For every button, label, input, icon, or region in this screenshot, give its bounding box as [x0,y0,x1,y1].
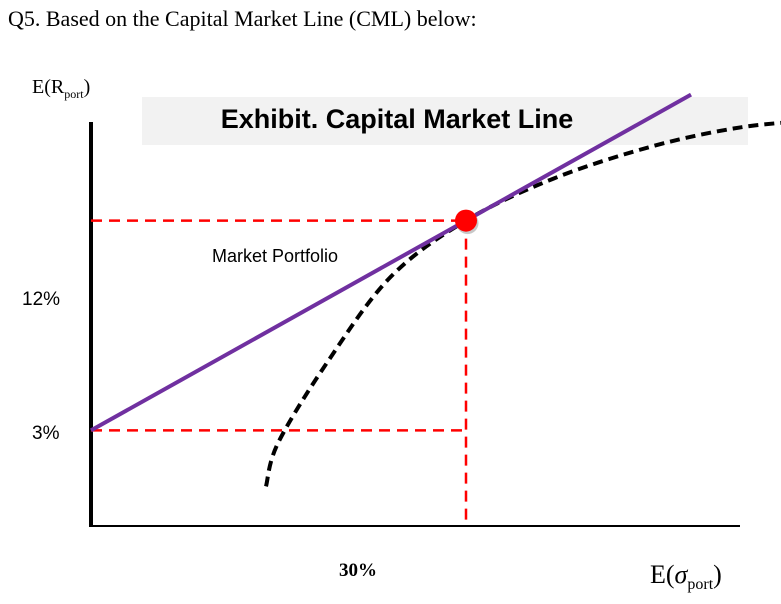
y-axis-label-main: E(R [32,76,65,98]
question-text: Q5. Based on the Capital Market Line (CM… [8,6,477,31]
y-axis-label: E(Rport) [32,76,90,102]
chart-title: Exhibit. Capital Market Line [220,104,574,134]
x-tick-label-30: 30% [339,560,377,581]
y-axis-label-sub: port [64,87,84,101]
x-axis-label-sub: port [687,576,714,594]
x-axis-label-main: E( [650,560,675,589]
x-axis-label-close: ) [713,560,722,589]
y-tick-label-12: 12% [22,289,61,310]
cml-line [90,92,692,433]
market-portfolio-label: Market Portfolio [212,246,339,266]
market-portfolio-point [455,209,477,232]
y-axis-label-close: ) [83,76,91,98]
x-axis-label: E(σport) [650,560,722,594]
y-tick-label-3: 3% [32,423,60,444]
x-axis-label-sigma: σ [674,560,688,589]
